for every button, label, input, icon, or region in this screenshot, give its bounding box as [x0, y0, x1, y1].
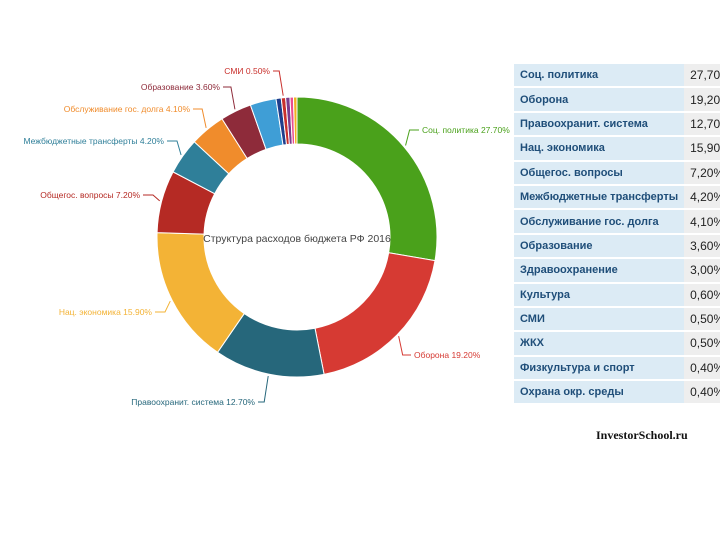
legend-name: Охрана окр. среды [514, 380, 685, 406]
legend-name: Обслуживание гос. долга [514, 209, 685, 235]
slice-label-6: Межбюджетные трансферты 4.20% [23, 136, 164, 146]
legend-value: 7,20% [684, 160, 720, 186]
slice-label-4: Нац. экономика 15.90% [59, 307, 153, 317]
legend-name: Оборона [514, 87, 685, 113]
legend-name: Культура [514, 282, 685, 308]
slice-label-5: Общегос. вопросы 7.20% [40, 190, 140, 200]
legend-value: 12,70% [684, 111, 720, 138]
legend-name: Нац. экономика [514, 136, 685, 162]
legend-table: Соц. политика27,70%Оборона19,20%Правоохр… [514, 64, 720, 406]
leader-line-8 [223, 86, 236, 110]
slice-label-8: Образование 3.60% [141, 82, 221, 92]
leader-line-2 [398, 336, 411, 356]
legend-value: 4,10% [684, 209, 720, 235]
slice-label-1: Соц. политика 27.70% [422, 125, 510, 135]
legend-name: Физкультура и спорт [514, 355, 685, 382]
leader-line-11 [273, 70, 284, 96]
slice-label-11: СМИ 0.50% [224, 66, 270, 76]
legend-value: 0,50% [684, 331, 720, 357]
leader-line-6 [167, 140, 182, 156]
legend-value: 4,20% [684, 184, 720, 211]
legend-value: 15,90% [684, 136, 720, 162]
legend-value: 3,60% [684, 233, 720, 260]
legend-name: Межбюджетные трансферты [514, 184, 685, 211]
leader-line-4 [155, 300, 171, 313]
slice-14 [292, 96, 298, 145]
legend-value: 0,40% [684, 380, 720, 406]
leader-line-7 [193, 108, 207, 128]
legend-value: 3,00% [684, 258, 720, 284]
legend-value: 27,70% [684, 64, 720, 89]
legend-name: ЖКХ [514, 331, 685, 357]
legend-value: 0,40% [684, 355, 720, 382]
legend-name: Соц. политика [514, 64, 685, 89]
legend-value: 0,50% [684, 306, 720, 333]
legend-value: 19,20% [684, 87, 720, 113]
slice-labels: Соц. политика 27.70% Оборона 19.20% Правоо… [23, 66, 510, 407]
legend-value: 0,60% [684, 282, 720, 308]
leader-line-1 [405, 129, 419, 146]
leader-line-5 [143, 194, 161, 202]
legend-name: Здравоохранение [514, 258, 685, 284]
legend-name: Образование [514, 233, 685, 260]
legend-name: СМИ [514, 306, 685, 333]
slice-label-7: Обслуживание гос. долга 4.10% [64, 104, 191, 114]
donut-slices [156, 96, 438, 378]
slice-label-3: Правоохранит. система 12.70% [131, 397, 255, 407]
leader-line-3 [258, 375, 269, 403]
slice-label-2: Оборона 19.20% [414, 350, 481, 360]
source-watermark: InvestorSchool.ru [596, 428, 688, 442]
legend-name: Общегос. вопросы [514, 160, 685, 186]
label-leaders [143, 70, 419, 403]
legend-name: Правоохранит. система [514, 111, 685, 138]
chart-title: Структура расходов бюджета РФ 2016 [203, 233, 391, 245]
